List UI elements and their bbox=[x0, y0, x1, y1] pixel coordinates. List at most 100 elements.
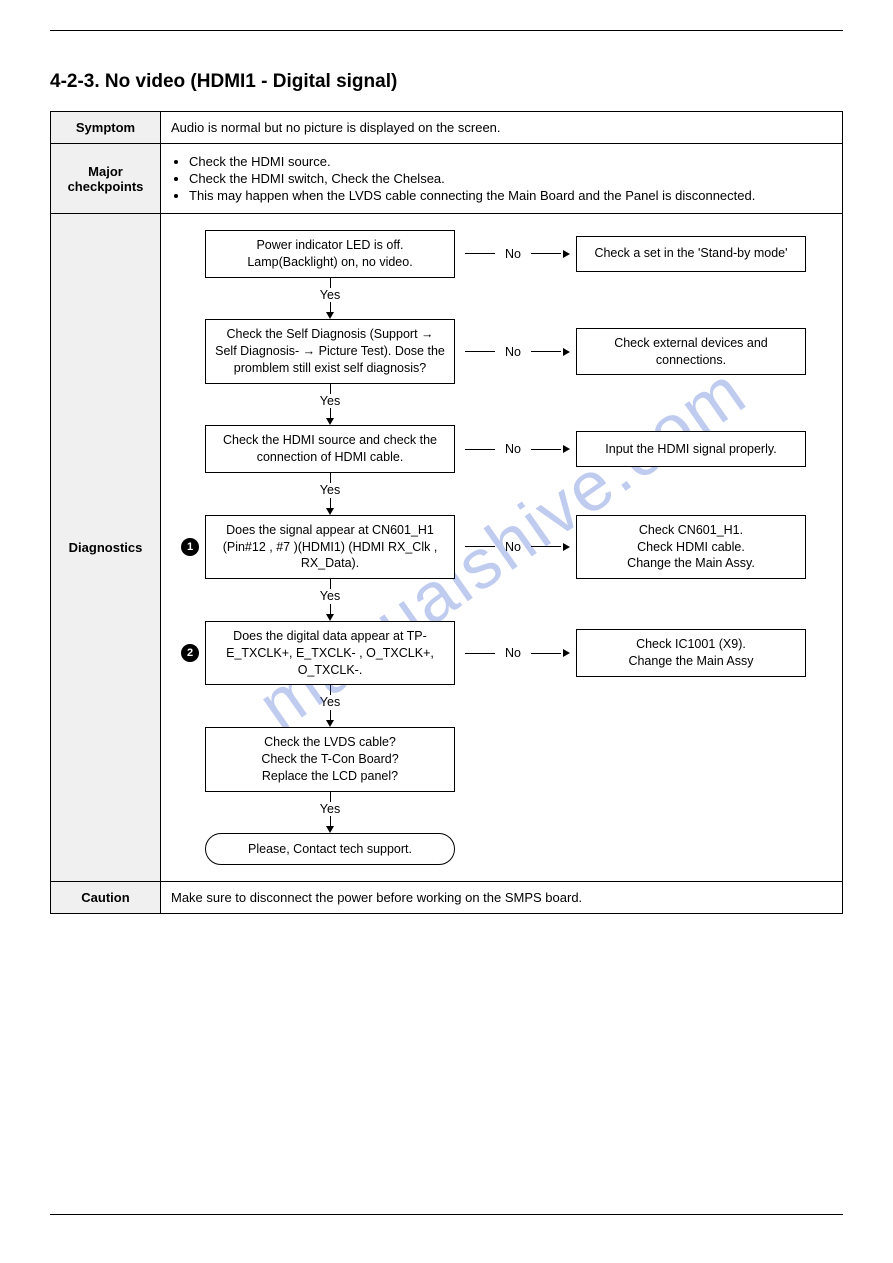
list-item: Check the HDMI source. bbox=[189, 154, 832, 169]
cell-checkpoints: Check the HDMI source. Check the HDMI sw… bbox=[161, 144, 843, 214]
arrow-down-icon bbox=[326, 826, 334, 833]
yes-label: Yes bbox=[320, 589, 340, 604]
yes-label: Yes bbox=[320, 695, 340, 710]
no-label: No bbox=[495, 345, 531, 359]
bottom-rule bbox=[50, 1214, 843, 1215]
line bbox=[465, 351, 495, 352]
line bbox=[330, 685, 331, 695]
page: 4-2-3. No video (HDMI1 - Digital signal)… bbox=[0, 0, 893, 1245]
line bbox=[465, 546, 495, 547]
line bbox=[330, 816, 331, 826]
arrow-right-icon bbox=[563, 445, 570, 453]
flow-row: 2 Does the digital data appear at TP-E_T… bbox=[175, 621, 828, 686]
flow-row: Check the HDMI source and check the conn… bbox=[175, 425, 828, 473]
arrow-down-icon bbox=[326, 508, 334, 515]
flow-result: Check CN601_H1.Check HDMI cable.Change t… bbox=[576, 515, 806, 580]
yes-connector: Yes bbox=[205, 278, 455, 320]
flow-node: Power indicator LED is off.Lamp(Backligh… bbox=[205, 230, 455, 278]
no-label: No bbox=[495, 646, 531, 660]
line bbox=[465, 253, 495, 254]
table-row: Major checkpoints Check the HDMI source.… bbox=[51, 144, 843, 214]
table-row: Symptom Audio is normal but no picture i… bbox=[51, 112, 843, 144]
list-item: Check the HDMI switch, Check the Chelsea… bbox=[189, 171, 832, 186]
arrow-down-icon bbox=[326, 418, 334, 425]
flow-node: Check the Self Diagnosis (Support → Self… bbox=[205, 319, 455, 384]
line bbox=[330, 792, 331, 802]
flow-row: 1 Does the signal appear at CN601_H1 (Pi… bbox=[175, 515, 828, 580]
no-connector: No bbox=[465, 247, 570, 261]
yes-label: Yes bbox=[320, 483, 340, 498]
yes-connector: Yes bbox=[205, 579, 455, 621]
table-row: Diagnostics manualshive.com Power indica… bbox=[51, 214, 843, 882]
section-title: 4-2-3. No video (HDMI1 - Digital signal) bbox=[50, 71, 843, 93]
flow-result: Check a set in the 'Stand-by mode' bbox=[576, 236, 806, 272]
line bbox=[330, 604, 331, 614]
header-symptom: Symptom bbox=[51, 112, 161, 144]
step-badge: 2 bbox=[181, 644, 199, 662]
line bbox=[531, 253, 561, 254]
flow-row: Check the Self Diagnosis (Support → Self… bbox=[175, 319, 828, 384]
cell-caution: Make sure to disconnect the power before… bbox=[161, 882, 843, 914]
arrow-down-icon bbox=[326, 614, 334, 621]
yes-label: Yes bbox=[320, 802, 340, 817]
header-diagnostics: Diagnostics bbox=[51, 214, 161, 882]
line bbox=[531, 653, 561, 654]
flow-row: Check the LVDS cable?Check the T-Con Boa… bbox=[175, 727, 828, 792]
line bbox=[330, 579, 331, 589]
yes-connector: Yes bbox=[205, 473, 455, 515]
flow-result: Check external devices and connections. bbox=[576, 328, 806, 376]
yes-connector: Yes bbox=[205, 792, 455, 834]
arrow-right-icon bbox=[563, 250, 570, 258]
troubleshooting-table: Symptom Audio is normal but no picture i… bbox=[50, 111, 843, 914]
arrow-down-icon bbox=[326, 312, 334, 319]
line bbox=[330, 710, 331, 720]
table-row: Caution Make sure to disconnect the powe… bbox=[51, 882, 843, 914]
line bbox=[465, 449, 495, 450]
line bbox=[330, 473, 331, 483]
header-caution: Caution bbox=[51, 882, 161, 914]
line bbox=[330, 278, 331, 288]
yes-connector: Yes bbox=[205, 685, 455, 727]
line bbox=[330, 498, 331, 508]
line bbox=[465, 653, 495, 654]
flow-result: Check IC1001 (X9).Change the Main Assy bbox=[576, 629, 806, 677]
yes-connector: Yes bbox=[205, 384, 455, 426]
flow-row: Power indicator LED is off.Lamp(Backligh… bbox=[175, 230, 828, 278]
arrow-right-icon bbox=[563, 348, 570, 356]
flow-node: Check the LVDS cable?Check the T-Con Boa… bbox=[205, 727, 455, 792]
line bbox=[531, 449, 561, 450]
line bbox=[330, 408, 331, 418]
line bbox=[330, 302, 331, 312]
line bbox=[531, 351, 561, 352]
yes-label: Yes bbox=[320, 394, 340, 409]
no-connector: No bbox=[465, 540, 570, 554]
checkpoint-list: Check the HDMI source. Check the HDMI sw… bbox=[171, 154, 832, 203]
header-checkpoints: Major checkpoints bbox=[51, 144, 161, 214]
no-connector: No bbox=[465, 442, 570, 456]
line bbox=[531, 546, 561, 547]
no-label: No bbox=[495, 442, 531, 456]
top-rule bbox=[50, 30, 843, 31]
arrow-right-icon bbox=[563, 649, 570, 657]
cell-symptom: Audio is normal but no picture is displa… bbox=[161, 112, 843, 144]
flow-node: Check the HDMI source and check the conn… bbox=[205, 425, 455, 473]
flow-result: Input the HDMI signal properly. bbox=[576, 431, 806, 467]
flow-node: Does the signal appear at CN601_H1 (Pin#… bbox=[205, 515, 455, 580]
step-badge: 1 bbox=[181, 538, 199, 556]
arrow-down-icon bbox=[326, 720, 334, 727]
flowchart: manualshive.com Power indicator LED is o… bbox=[171, 222, 832, 873]
list-item: This may happen when the LVDS cable conn… bbox=[189, 188, 832, 203]
yes-label: Yes bbox=[320, 288, 340, 303]
flow-node: Does the digital data appear at TP-E_TXC… bbox=[205, 621, 455, 686]
flow-row: Please, Contact tech support. bbox=[175, 833, 828, 865]
badge-slot: 2 bbox=[175, 644, 205, 662]
cell-diagnostics: manualshive.com Power indicator LED is o… bbox=[161, 214, 843, 882]
arrow-right-icon bbox=[563, 543, 570, 551]
no-label: No bbox=[495, 540, 531, 554]
no-label: No bbox=[495, 247, 531, 261]
flow-terminal: Please, Contact tech support. bbox=[205, 833, 455, 865]
no-connector: No bbox=[465, 345, 570, 359]
badge-slot: 1 bbox=[175, 538, 205, 556]
line bbox=[330, 384, 331, 394]
no-connector: No bbox=[465, 646, 570, 660]
